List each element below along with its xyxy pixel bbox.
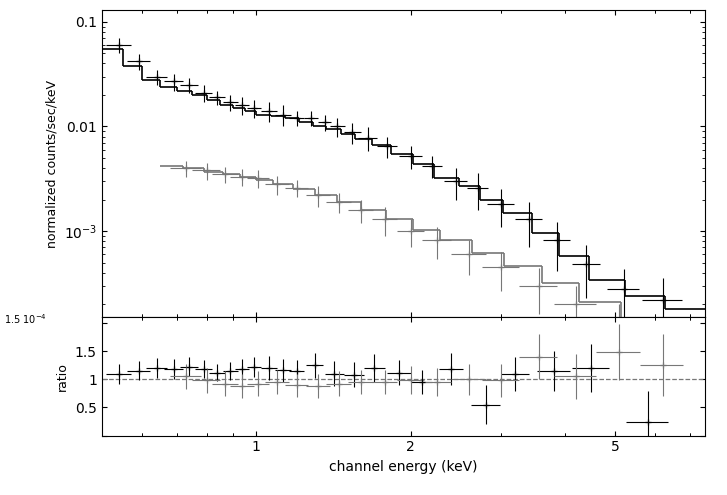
Y-axis label: normalized counts/sec/keV: normalized counts/sec/keV [45, 80, 58, 248]
Y-axis label: ratio: ratio [57, 362, 69, 391]
X-axis label: channel energy (keV): channel energy (keV) [329, 460, 478, 474]
Text: $1.5\ 10^{-4}$: $1.5\ 10^{-4}$ [4, 312, 47, 326]
